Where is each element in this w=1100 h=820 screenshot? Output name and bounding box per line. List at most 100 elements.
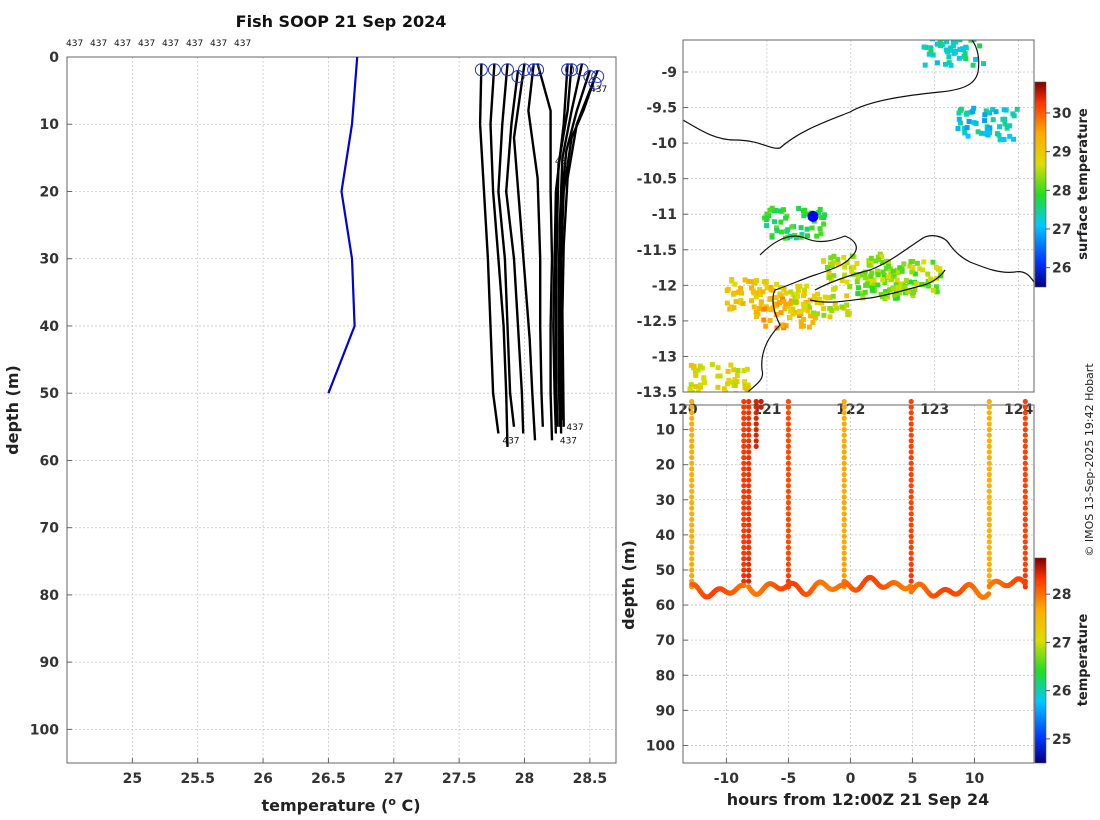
profile-chart-title: Fish SOOP 21 Sep 2024 xyxy=(236,12,447,31)
sst-cell xyxy=(910,289,916,295)
sst-cell xyxy=(997,137,1003,143)
timeseries-x-tick-label: -5 xyxy=(781,771,797,787)
temperature-sample-point xyxy=(1022,556,1028,562)
profile-y-tick-label: 70 xyxy=(40,521,60,537)
profile-x-tick-label: 26 xyxy=(253,771,272,787)
sst-cell xyxy=(742,385,748,391)
temperature-sample-point xyxy=(741,455,747,461)
sst-cell xyxy=(804,283,810,289)
sst-cell xyxy=(862,289,868,295)
map-x-tick-label: 123 xyxy=(920,402,949,418)
temperature-sample-point xyxy=(741,415,747,421)
temperature-sample-point xyxy=(841,421,847,427)
profile-top-labels: 437 437 437 437 437 437 437 437 xyxy=(66,39,251,49)
temperature-sample-point xyxy=(753,427,759,433)
sst-cell xyxy=(827,295,833,300)
sst-cell xyxy=(1007,133,1013,139)
sst-cell xyxy=(912,271,918,277)
profile-top-label: 437 xyxy=(90,39,107,49)
sst-cell xyxy=(905,289,911,295)
sst-cell xyxy=(773,295,779,301)
sst-cell xyxy=(984,127,990,133)
sst-cell xyxy=(795,288,801,294)
temperature-sample-point xyxy=(689,544,695,551)
temperature-sample-point xyxy=(785,415,792,421)
sst-cell xyxy=(810,319,816,325)
sst-cell xyxy=(695,389,701,392)
temperature-sample-point xyxy=(785,528,792,534)
sst-cell xyxy=(973,56,979,62)
sst-cell xyxy=(914,260,920,266)
coastline-island-west xyxy=(747,235,857,392)
sst-cell xyxy=(787,301,793,307)
temperature-sample-point xyxy=(986,488,992,494)
sst-cell xyxy=(742,379,748,385)
temperature-sample-point xyxy=(908,494,914,500)
profile-x-tick-label: 27.5 xyxy=(442,771,477,787)
temperature-sample-point xyxy=(785,466,792,472)
sst-colorbar-tick-label: 28 xyxy=(1052,183,1071,199)
sst-cell xyxy=(912,287,918,293)
timeseries-y-tick-label: 10 xyxy=(656,423,676,439)
sst-cell xyxy=(955,126,961,131)
temperature-sample-point xyxy=(1022,410,1028,416)
sst-cell xyxy=(868,273,874,279)
sst-cell xyxy=(805,233,810,239)
sst-cell xyxy=(724,288,730,293)
sst-cell xyxy=(735,368,741,373)
sst-cell xyxy=(828,277,834,283)
sst-cell xyxy=(753,309,759,315)
temperature-sample-point xyxy=(1022,449,1028,455)
temperature-sample-point xyxy=(689,522,695,528)
sst-cell xyxy=(797,309,803,314)
sst-cell xyxy=(796,206,802,211)
sst-cell xyxy=(890,268,896,274)
temperature-sample-point xyxy=(746,449,752,455)
sst-cell xyxy=(986,130,992,136)
temperature-sample-point xyxy=(908,488,914,494)
sst-cell xyxy=(845,309,851,315)
temperature-sample-point xyxy=(908,466,914,472)
sst-cell xyxy=(839,304,845,310)
temperature-sample-point xyxy=(1022,438,1028,444)
profile-top-label: 437 xyxy=(138,39,155,49)
timeseries-gridlines xyxy=(683,405,1034,763)
sst-cell xyxy=(943,61,948,67)
sst-cell xyxy=(891,273,897,279)
sst-cell xyxy=(956,116,962,122)
profile-y-ticks: 0 10 20 30 40 50 60 70 80 90 100 xyxy=(30,50,72,738)
sst-cell xyxy=(922,62,928,68)
sst-cell xyxy=(964,125,970,131)
sst-cell xyxy=(879,294,885,299)
temperature-sample-point xyxy=(689,483,695,489)
temperature-sample-point xyxy=(986,438,992,444)
sst-cell xyxy=(994,131,1000,137)
sst-cell xyxy=(754,290,760,296)
sst-colorbar-tick-label: 27 xyxy=(1052,222,1071,238)
temperature-sample-point xyxy=(908,500,914,506)
sst-cell xyxy=(930,287,936,293)
sst-cell xyxy=(971,40,977,42)
temperature-sample-point xyxy=(908,483,914,489)
temperature-sample-point xyxy=(689,438,695,444)
temperature-sample-point xyxy=(785,522,792,528)
temperature-sample-point xyxy=(689,573,695,579)
temperature-sample-point xyxy=(785,432,792,438)
temperature-sample-point xyxy=(746,421,752,427)
sst-cell xyxy=(956,110,962,116)
sst-cell xyxy=(874,269,880,275)
sst-cell xyxy=(814,311,820,317)
sst-cell xyxy=(892,292,898,298)
temperature-sample-point xyxy=(785,404,792,410)
profile-start-marker xyxy=(583,69,597,83)
sst-cell xyxy=(767,306,773,312)
profile-top-label: 437 xyxy=(234,39,251,49)
temperature-sample-point xyxy=(1022,567,1028,573)
temperature-sample-point xyxy=(746,578,752,584)
sst-cell xyxy=(751,304,757,310)
sst-cell xyxy=(812,295,818,301)
timeseries-y-tick-label: 70 xyxy=(656,633,676,649)
temperature-sample-point xyxy=(1022,581,1028,587)
temperature-sample-point xyxy=(785,471,792,478)
